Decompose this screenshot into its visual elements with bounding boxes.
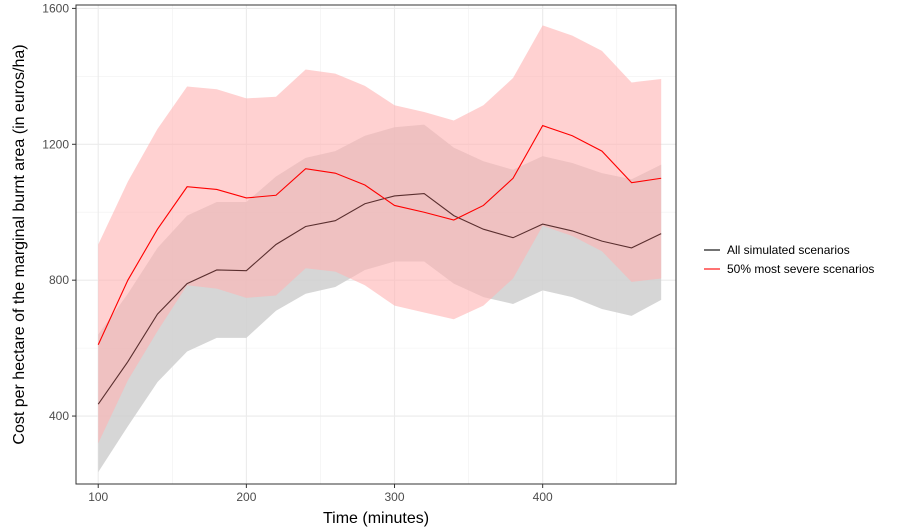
x-tick-label: 200 — [236, 490, 256, 504]
x-tick-label: 100 — [88, 490, 108, 504]
y-tick-label: 1200 — [42, 137, 69, 151]
x-tick-label: 300 — [385, 490, 405, 504]
legend-label-series-1: All simulated scenarios — [727, 243, 850, 257]
line-series-2 — [97, 124, 662, 345]
legend: All simulated scenarios 50% most severe s… — [704, 243, 874, 276]
confidence-bands — [98, 25, 662, 473]
legend-label-series-2: 50% most severe scenarios — [727, 262, 874, 276]
y-tick-label: 400 — [49, 409, 69, 423]
y-tick-label: 1600 — [42, 1, 69, 15]
x-axis-title: Time (minutes) — [323, 510, 429, 527]
line-series-1 — [97, 192, 662, 405]
x-axis: 100 200 300 400 — [88, 484, 553, 504]
band-series-2 — [98, 25, 662, 444]
y-tick-label: 800 — [49, 273, 69, 287]
plot-panel-border — [75, 4, 677, 485]
series-lines — [97, 124, 662, 405]
y-axis-title: Cost per hectare of the marginal burnt a… — [11, 44, 28, 444]
x-tick-label: 400 — [533, 490, 553, 504]
y-axis: 400 800 1200 1600 — [42, 1, 76, 423]
